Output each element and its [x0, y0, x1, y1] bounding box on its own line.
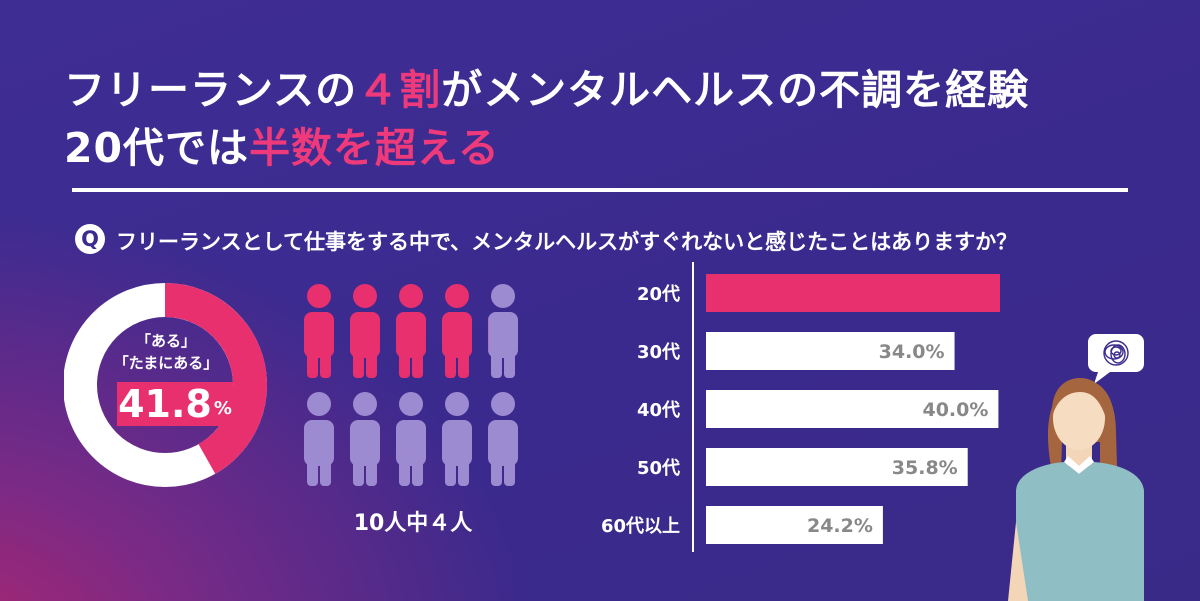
headline-line-2: 20代では半数を超える — [64, 114, 500, 174]
person-icon — [442, 284, 472, 378]
person-icon — [488, 284, 518, 378]
person-icon — [442, 392, 472, 486]
bar — [706, 448, 968, 486]
headline-text: 20代では — [64, 124, 250, 172]
category-label: 50代 — [637, 458, 680, 479]
value-label: 40.0% — [922, 399, 988, 421]
donut-value: 41.8 — [118, 382, 212, 426]
people-caption: 10人中４人 — [353, 511, 473, 536]
value-label: 35.8% — [892, 457, 958, 479]
tangled-scribble-icon — [1103, 340, 1129, 366]
headline-accent: 半数を超える — [249, 124, 500, 172]
worried-person-illustration — [1008, 334, 1144, 601]
headline-line-1: フリーランスの４割がメンタルヘルスの不調を経験 — [64, 56, 1029, 116]
donut-label-line-2: 「たまにある」 — [113, 354, 219, 372]
value-label: 34.0% — [879, 341, 945, 363]
headline-text: フリーランスの — [64, 66, 358, 114]
person-icon — [350, 284, 380, 378]
bar — [706, 506, 883, 544]
category-label: 30代 — [637, 342, 680, 363]
person-icon — [488, 392, 518, 486]
donut-label-line-1: 「ある」 — [135, 332, 196, 350]
category-label: 40代 — [637, 400, 680, 421]
person-icon — [304, 392, 334, 486]
question-text: フリーランスとして仕事をする中で、メンタルヘルスがすぐれないと感じたことはありま… — [116, 230, 1018, 254]
category-label: 60代以上 — [601, 516, 680, 537]
category-label: 20代 — [637, 284, 680, 305]
bar — [706, 390, 999, 428]
divider — [72, 188, 1128, 192]
person-icon — [350, 392, 380, 486]
donut-value-segment — [164, 283, 267, 474]
people-pictogram — [304, 284, 518, 486]
person-icon — [396, 284, 426, 378]
donut-chart — [64, 283, 267, 487]
donut-unit: % — [213, 398, 232, 419]
donut-value-badge: 41.8% — [117, 382, 233, 426]
person-icon — [304, 284, 334, 378]
headline-text: がメンタルヘルスの不調を経験 — [441, 66, 1030, 114]
person — [1008, 378, 1144, 601]
value-label: 24.2% — [807, 515, 873, 537]
bar — [706, 274, 1000, 312]
speech-bubble — [1088, 334, 1144, 384]
headline-accent: ４割 — [357, 66, 442, 114]
bar — [706, 332, 955, 370]
bar-chart: 20代54.1%30代34.0%40代40.0%50代35.8%60代以上24.… — [601, 262, 1000, 552]
question-mark-icon: Q — [75, 224, 105, 254]
person-icon — [396, 392, 426, 486]
